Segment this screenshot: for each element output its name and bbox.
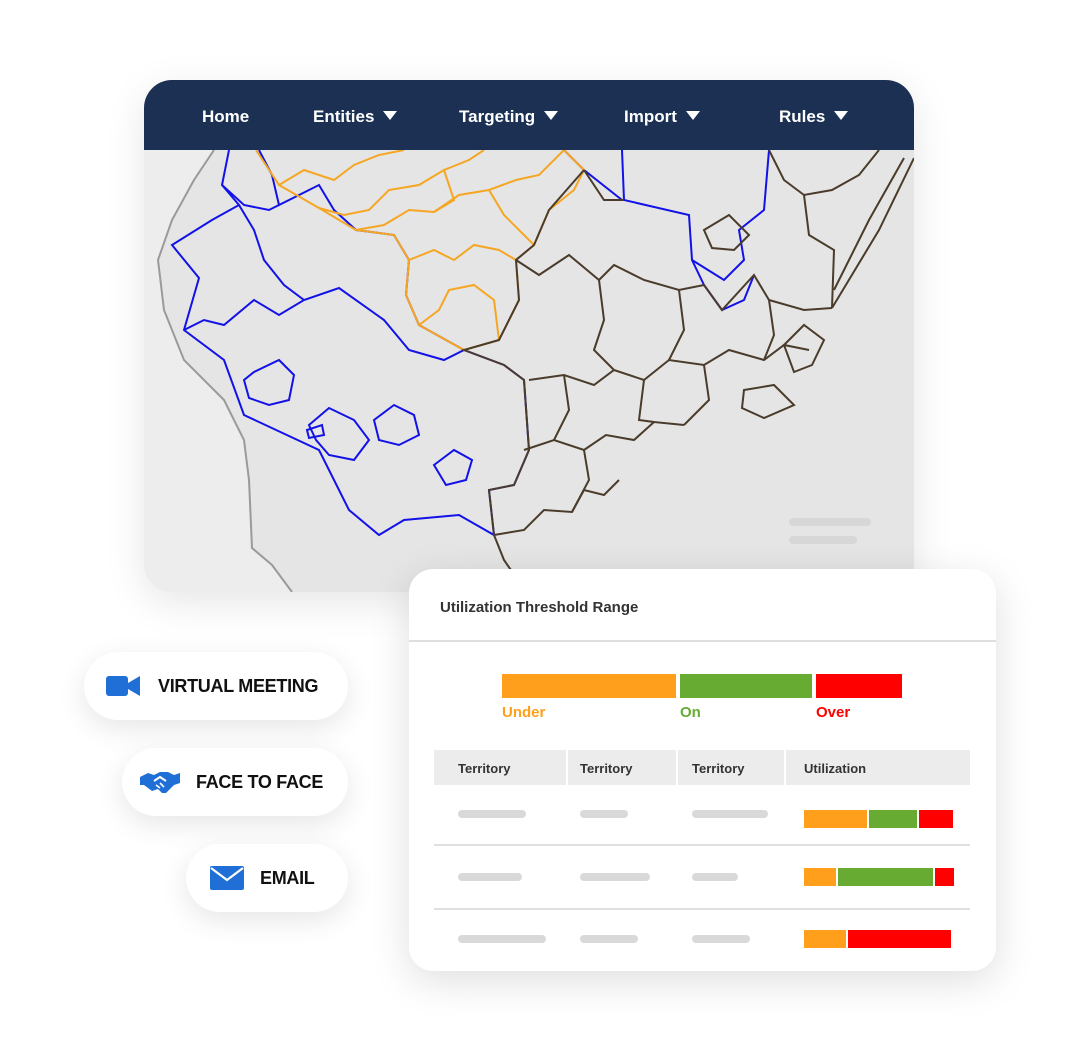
legend-on-label: On — [680, 704, 701, 721]
email-pill[interactable]: EMAIL — [186, 844, 348, 912]
cell-placeholder — [692, 810, 768, 818]
face-to-face-pill[interactable]: FACE TO FACE — [122, 748, 348, 816]
card-title: Utilization Threshold Range — [440, 599, 639, 616]
envelope-icon — [210, 866, 244, 890]
map-window: Home Entities Targeting Import Rules — [144, 80, 914, 592]
utilization-segment-on — [869, 810, 917, 828]
table-header: Territory Territory Territory Utilizatio… — [434, 750, 970, 785]
utilization-segment-under — [804, 930, 846, 948]
utilization-segment-under — [804, 810, 867, 828]
email-label: EMAIL — [260, 867, 315, 888]
top-navigation-bar: Home Entities Targeting Import Rules — [144, 80, 914, 150]
nav-rules-label: Rules — [779, 107, 826, 126]
card-divider — [409, 640, 996, 642]
brown-territory[interactable] — [460, 150, 880, 592]
handshake-icon — [140, 772, 180, 793]
nav-import[interactable]: Import — [624, 80, 700, 150]
virtual-meeting-pill[interactable]: VIRTUAL MEETING — [84, 652, 348, 720]
cell-placeholder — [692, 873, 738, 881]
nav-rules[interactable]: Rules — [779, 80, 849, 150]
virtual-meeting-label: VIRTUAL MEETING — [158, 675, 319, 696]
legend-over-label: Over — [816, 704, 851, 721]
row-divider — [434, 908, 970, 910]
chevron-down-icon — [834, 111, 849, 120]
legend-over-bar — [816, 674, 902, 698]
territory-map[interactable] — [144, 150, 914, 592]
nav-import-label: Import — [624, 107, 677, 126]
utilization-segment-under — [804, 868, 836, 886]
utilization-card: Utilization Threshold Range Under On Ove… — [409, 569, 996, 971]
column-header-territory[interactable]: Territory — [434, 750, 566, 785]
face-to-face-label: FACE TO FACE — [196, 771, 324, 792]
legend-under-label: Under — [502, 704, 546, 721]
chevron-down-icon — [685, 111, 700, 120]
chevron-down-icon — [544, 111, 559, 120]
utilization-segment-on — [838, 868, 933, 886]
nav-entities-label: Entities — [313, 107, 375, 126]
table-row[interactable] — [434, 846, 970, 908]
nav-home-label: Home — [202, 107, 250, 126]
row-divider — [434, 844, 970, 846]
column-header-utilization[interactable]: Utilization — [786, 750, 970, 785]
nav-targeting-label: Targeting — [459, 107, 536, 126]
video-camera-icon — [106, 676, 140, 696]
cell-placeholder — [580, 935, 638, 943]
utilization-segment-over — [848, 930, 951, 948]
cell-placeholder — [580, 810, 628, 818]
table-row[interactable] — [434, 785, 970, 847]
column-header-territory[interactable]: Territory — [568, 750, 676, 785]
cell-placeholder — [692, 935, 750, 943]
cell-placeholder — [458, 810, 526, 818]
table-row[interactable] — [434, 910, 970, 972]
nav-entities[interactable]: Entities — [313, 80, 398, 150]
cell-placeholder — [458, 935, 546, 943]
chevron-down-icon — [383, 111, 398, 120]
legend-on-bar — [680, 674, 812, 698]
column-header-territory[interactable]: Territory — [678, 750, 784, 785]
nav-targeting[interactable]: Targeting — [459, 80, 559, 150]
nav-home[interactable]: Home — [202, 80, 249, 150]
utilization-segment-over — [919, 810, 953, 828]
cell-placeholder — [580, 873, 650, 881]
legend-under-bar — [502, 674, 676, 698]
utilization-segment-over — [935, 868, 954, 886]
cell-placeholder — [458, 873, 522, 881]
